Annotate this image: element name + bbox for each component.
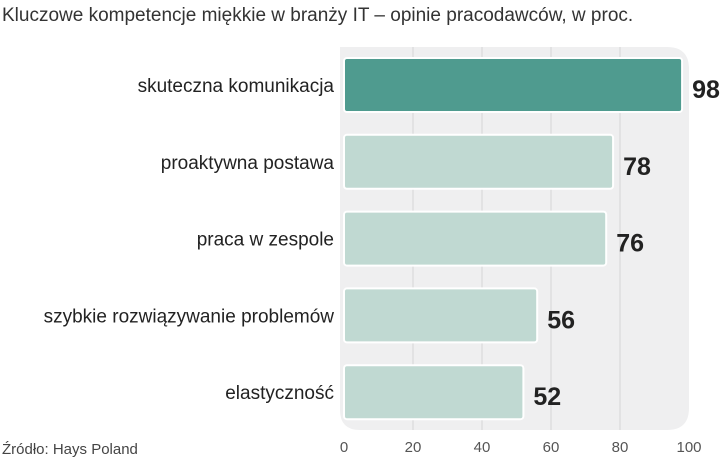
x-tick-label: 80 — [612, 439, 629, 456]
bar — [343, 364, 525, 421]
x-tick-label: 60 — [543, 439, 560, 456]
x-tick-label: 40 — [474, 439, 491, 456]
category-label: praca w zespole — [197, 230, 334, 251]
value-label: 76 — [616, 230, 644, 258]
value-label: 78 — [623, 153, 651, 181]
category-label: szybkie rozwiązywanie problemów — [44, 306, 335, 327]
x-tick-label: 20 — [405, 439, 422, 456]
category-label: skuteczna komunikacja — [138, 76, 335, 97]
bar — [343, 287, 539, 344]
category-label: elastyczność — [225, 383, 334, 404]
value-label: 52 — [533, 383, 561, 411]
source-note: Źródło: Hays Poland — [2, 441, 138, 458]
x-tick-label: 100 — [676, 439, 701, 456]
value-label: 56 — [547, 306, 575, 334]
value-label: 98 — [692, 76, 720, 104]
x-tick-label: 0 — [340, 439, 348, 456]
bar — [343, 133, 615, 190]
category-label: proaktywna postawa — [161, 153, 335, 174]
bar — [343, 57, 684, 113]
bar — [343, 210, 608, 267]
chart-title: Kluczowe kompetencje miękkie w branży IT… — [2, 5, 633, 26]
